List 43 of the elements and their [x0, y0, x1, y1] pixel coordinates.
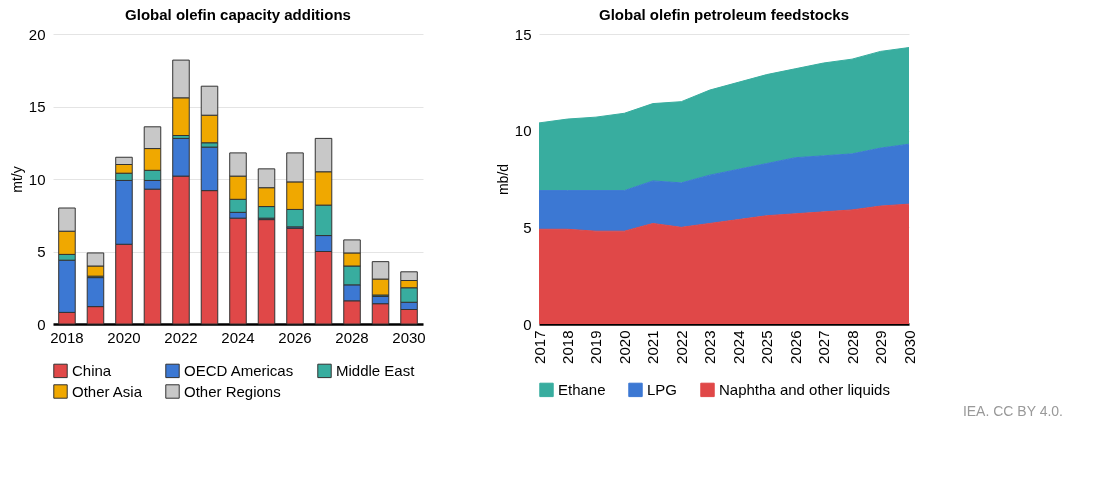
y-tick-label: 0	[523, 315, 532, 333]
x-tick-label: 2022	[672, 330, 690, 364]
legend-label: China	[72, 361, 112, 379]
x-tick-label: 2030	[392, 328, 426, 346]
chart-title: Global olefin petroleum feedstocks	[598, 6, 850, 23]
x-tick-label: 2018	[50, 328, 84, 346]
legend-label: Naphtha and other liquids	[719, 380, 890, 398]
y-axis-title: mt/y	[8, 166, 25, 193]
y-tick-label: 10	[28, 170, 46, 188]
x-tick-label: 2029	[872, 330, 890, 364]
x-tick-label: 2023	[701, 330, 719, 364]
x-tick-label: 2027	[815, 330, 833, 364]
x-tick-label: 2020	[615, 330, 633, 364]
y-tick-label: 0	[37, 315, 46, 333]
text: IEA. CC BY 4.0.	[962, 403, 1063, 419]
x-tick-label: 2021	[644, 330, 662, 364]
y-tick-label: 20	[28, 25, 46, 43]
y-tick-label: 15	[514, 25, 532, 43]
y-tick-label: 5	[37, 243, 46, 260]
y-tick-label: 10	[514, 122, 532, 140]
legend-label: Middle East	[336, 361, 416, 379]
x-tick-label: 2017	[530, 330, 548, 364]
x-tick-label: 2018	[558, 330, 576, 364]
x-tick-label: 2024	[221, 328, 255, 346]
x-tick-label: 2020	[107, 328, 141, 346]
x-tick-label: 2019	[587, 330, 605, 364]
y-axis-title: mb/d	[494, 163, 511, 196]
y-tick-label: 15	[28, 98, 46, 115]
x-tick-label: 2026	[786, 330, 804, 364]
x-tick-label: 2024	[729, 330, 747, 364]
legend-label: Ethane	[558, 380, 606, 398]
y-tick-label: 5	[523, 218, 532, 236]
chart-title: Global olefin capacity additions	[125, 6, 351, 23]
legend-label: LPG	[647, 380, 678, 398]
x-tick-label: 2028	[843, 330, 861, 364]
x-tick-label: 2028	[335, 328, 369, 346]
x-tick-label: 2026	[278, 328, 312, 346]
legend-label: Other Asia	[72, 382, 143, 400]
x-tick-label: 2030	[900, 330, 918, 364]
legend-label: OECD Americas	[184, 361, 294, 379]
x-tick-label: 2025	[758, 330, 776, 364]
x-tick-label: 2022	[164, 328, 198, 346]
legend-label: Other Regions	[184, 382, 281, 400]
